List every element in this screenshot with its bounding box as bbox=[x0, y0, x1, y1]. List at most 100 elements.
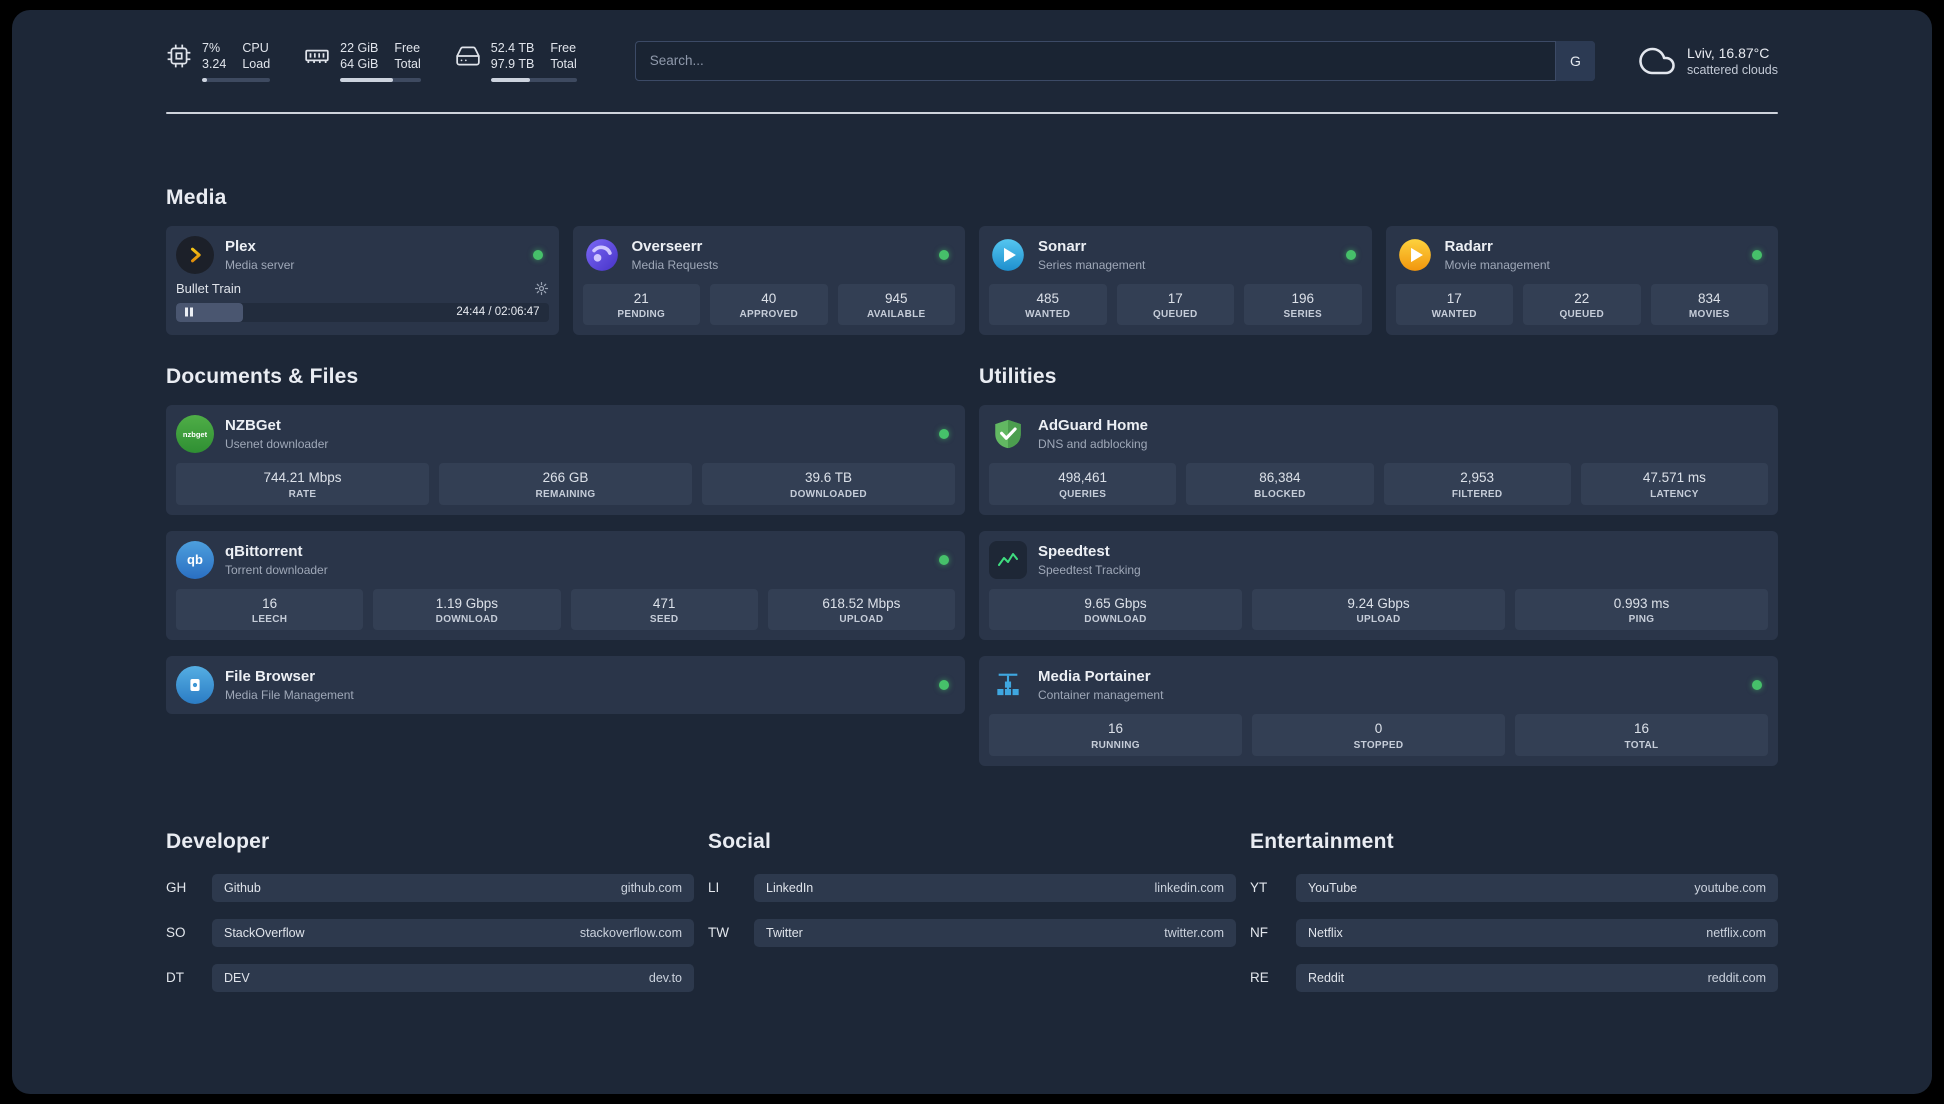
stat-value: 21 bbox=[633, 290, 649, 306]
cpu-metric: 7% 3.24 CPU Load bbox=[166, 40, 271, 82]
stat-tile: 834 MOVIES bbox=[1650, 283, 1768, 326]
status-online-dot bbox=[939, 680, 949, 691]
bookmark-row: LI LinkedIn linkedin.com bbox=[708, 873, 1236, 902]
ram-usage-bar bbox=[340, 77, 421, 82]
dashboard: 7% 3.24 CPU Load 22 GiB 64 GiB Free Total bbox=[12, 10, 1932, 1094]
bookmark-link-stackoverflow[interactable]: StackOverflow stackoverflow.com bbox=[212, 918, 694, 947]
disk-free-value: 52.4 TB bbox=[490, 41, 535, 55]
bookmark-abbr: SO bbox=[166, 925, 186, 941]
app-name: Sonarr bbox=[1038, 237, 1087, 255]
stat-label: FILTERED bbox=[1451, 488, 1503, 500]
bookmark-link-reddit[interactable]: Reddit reddit.com bbox=[1296, 963, 1778, 992]
cpu-percent: 7% bbox=[202, 41, 221, 55]
disk-usage-bar bbox=[490, 77, 577, 82]
stat-tile: 196 SERIES bbox=[1244, 283, 1362, 326]
ram-total-label: Total bbox=[394, 57, 421, 72]
stat-label: SERIES bbox=[1283, 309, 1322, 321]
stat-value: 17 bbox=[1167, 290, 1183, 306]
stat-label: DOWNLOADED bbox=[790, 488, 867, 500]
app-card-plex[interactable]: Plex Media server Bullet Train 24:44 / 0… bbox=[166, 225, 559, 336]
stat-tile: 618.52 Mbps UPLOAD bbox=[767, 588, 955, 631]
bookmark-abbr: NF bbox=[1250, 925, 1268, 941]
bookmark-abbr: TW bbox=[708, 925, 729, 941]
app-subtitle: Series management bbox=[1038, 257, 1146, 272]
search-engine-button[interactable]: G bbox=[1554, 40, 1595, 81]
seek-bar[interactable]: 24:44 / 02:06:47 bbox=[176, 302, 549, 322]
stat-value: 40 bbox=[761, 290, 777, 306]
weather-location: Lviv, 16.87°C bbox=[1686, 44, 1770, 61]
stat-tile: 744.21 Mbps RATE bbox=[176, 463, 429, 505]
section-title-documents: Documents & Files bbox=[166, 365, 359, 389]
adguard-icon bbox=[989, 415, 1027, 453]
bookmark-link-github[interactable]: Github github.com bbox=[212, 873, 694, 902]
app-name: AdGuard Home bbox=[1038, 417, 1149, 435]
stat-value: 1.19 Gbps bbox=[435, 595, 499, 611]
bookmark-row: DT DEV dev.to bbox=[166, 963, 694, 992]
stat-label: DOWNLOAD bbox=[1084, 614, 1147, 626]
stat-tile: 16 TOTAL bbox=[1515, 714, 1768, 756]
stat-tile: 498,461 QUERIES bbox=[989, 463, 1177, 505]
stat-label: AVAILABLE bbox=[867, 309, 926, 321]
bookmark-row: TW Twitter twitter.com bbox=[708, 918, 1236, 947]
stat-label: WANTED bbox=[1025, 309, 1071, 321]
header-divider bbox=[166, 111, 1778, 114]
section-title-utilities: Utilities bbox=[979, 365, 1057, 389]
stat-value: 498,461 bbox=[1058, 470, 1108, 486]
app-card-adguard[interactable]: AdGuard Home DNS and adblocking 498,461 Q… bbox=[979, 405, 1778, 515]
app-card-radarr[interactable]: Radarr Movie management 17 WANTED 22 QUEUE… bbox=[1385, 225, 1778, 336]
section-documents: Documents & Files nzbget NZBGet Usenet d… bbox=[166, 365, 965, 766]
bookmark-abbr: GH bbox=[166, 880, 187, 896]
app-card-qbittorrent[interactable]: qb qBittorrent Torrent downloader 16 LEEC… bbox=[166, 530, 965, 641]
stat-value: 266 GB bbox=[542, 470, 589, 486]
app-card-portainer[interactable]: Media Portainer Container management 16 R… bbox=[979, 656, 1778, 766]
cpu-icon bbox=[166, 43, 192, 69]
app-card-nzbget[interactable]: nzbget NZBGet Usenet downloader 744.21 M… bbox=[166, 405, 965, 515]
bookmark-link-linkedin[interactable]: LinkedIn linkedin.com bbox=[754, 873, 1236, 902]
status-online-dot bbox=[1752, 680, 1762, 691]
stat-value: 0 bbox=[1374, 721, 1383, 737]
app-subtitle: Torrent downloader bbox=[225, 562, 328, 577]
bookmark-row: RE Reddit reddit.com bbox=[1250, 963, 1778, 992]
stat-label: LEECH bbox=[251, 614, 288, 626]
stat-label: QUEUED bbox=[1559, 309, 1605, 321]
stat-tile: 0 STOPPED bbox=[1252, 714, 1505, 756]
bookmark-link-dev[interactable]: DEV dev.to bbox=[212, 963, 694, 992]
app-name: NZBGet bbox=[225, 417, 281, 435]
gear-icon[interactable] bbox=[534, 281, 549, 296]
search-input[interactable] bbox=[634, 40, 1595, 81]
stat-value: 47.571 ms bbox=[1642, 470, 1706, 486]
stat-value: 2,953 bbox=[1460, 470, 1495, 486]
app-card-filebrowser[interactable]: File Browser Media File Management bbox=[166, 656, 965, 715]
bookmark-link-twitter[interactable]: Twitter twitter.com bbox=[754, 918, 1236, 947]
pause-icon[interactable] bbox=[184, 307, 194, 317]
app-subtitle: Media File Management bbox=[225, 688, 354, 703]
playback-time: 24:44 / 02:06:47 bbox=[456, 306, 540, 318]
stat-tile: 40 APPROVED bbox=[710, 283, 828, 326]
bookmark-abbr: LI bbox=[708, 880, 720, 896]
section-developer: Developer GH Github github.com SO StackOv… bbox=[166, 830, 694, 1009]
stat-label: PING bbox=[1628, 614, 1655, 626]
bookmark-link-youtube[interactable]: YouTube youtube.com bbox=[1296, 873, 1778, 902]
stat-label: WANTED bbox=[1431, 309, 1477, 321]
app-card-overseerr[interactable]: Overseerr Media Requests 21 PENDING 40 APP… bbox=[572, 225, 965, 336]
stat-tile: 9.65 Gbps DOWNLOAD bbox=[989, 588, 1242, 631]
app-subtitle: Usenet downloader bbox=[225, 437, 329, 452]
status-online-dot bbox=[939, 554, 949, 565]
stat-value: 16 bbox=[1107, 721, 1124, 737]
weather-widget: Lviv, 16.87°C scattered clouds bbox=[1639, 43, 1778, 79]
stat-value: 834 bbox=[1697, 290, 1721, 306]
app-card-sonarr[interactable]: Sonarr Series management 485 WANTED 17 QUE… bbox=[979, 225, 1372, 336]
filebrowser-icon bbox=[176, 666, 214, 705]
bookmark-abbr: DT bbox=[166, 970, 184, 986]
app-card-speedtest[interactable]: Speedtest Speedtest Tracking 9.65 Gbps DO… bbox=[979, 530, 1778, 641]
weather-condition: scattered clouds bbox=[1686, 62, 1778, 77]
disk-free-label: Free bbox=[550, 41, 577, 55]
stat-label: UPLOAD bbox=[1356, 614, 1401, 626]
stat-label: MOVIES bbox=[1688, 309, 1730, 321]
cpu-label: CPU bbox=[242, 41, 269, 55]
stat-value: 16 bbox=[262, 595, 278, 611]
stat-label: UPLOAD bbox=[839, 614, 884, 626]
stat-label: BLOCKED bbox=[1254, 488, 1306, 500]
bookmark-abbr: RE bbox=[1250, 970, 1269, 986]
bookmark-link-netflix[interactable]: Netflix netflix.com bbox=[1296, 918, 1778, 947]
